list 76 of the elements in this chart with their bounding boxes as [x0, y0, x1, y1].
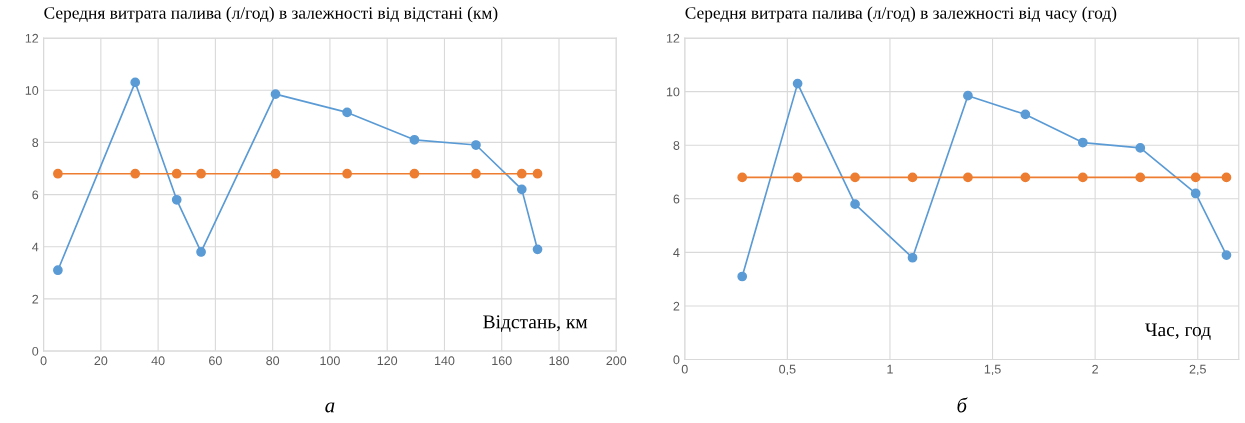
y-tick-label: 2: [32, 294, 39, 304]
x-tick-label: 120: [377, 356, 398, 366]
point: [963, 172, 973, 183]
point: [196, 168, 206, 179]
y-tick-label: 12: [25, 33, 39, 43]
point: [1077, 137, 1088, 148]
point: [171, 194, 182, 205]
point: [532, 244, 543, 255]
y-tick-label: 0: [32, 346, 39, 356]
text: б: [957, 397, 968, 413]
point: [1135, 143, 1146, 153]
point: [196, 247, 206, 257]
x-tick-label: 60: [209, 356, 222, 366]
y-tick-label: 10: [25, 86, 39, 95]
point: [342, 107, 352, 118]
x-tick-label: 140: [434, 356, 455, 366]
point: [130, 168, 141, 179]
point: [471, 168, 481, 179]
x-axis-title: Час, год: [1145, 323, 1211, 340]
chart-title: Середня витрата палива (л/год) в залежності від відстані (км): [44, 6, 498, 23]
y-tick-label: 12: [666, 33, 680, 43]
point: [130, 77, 141, 88]
point: [270, 89, 281, 100]
x-tick-label: 2: [1092, 364, 1098, 374]
point: [737, 172, 748, 183]
x-tick-label: 160: [492, 356, 512, 366]
x-tick-label: 0,5: [779, 364, 796, 376]
point: [907, 172, 918, 183]
y-tick-label: 4: [32, 242, 39, 252]
y-tick-label: 6: [32, 190, 39, 200]
point: [409, 168, 420, 179]
point: [850, 199, 860, 210]
point: [171, 168, 182, 179]
x-tick-label: 2,5: [1189, 364, 1206, 376]
chart-title: Середня витрата палива (л/год) в залежності від часу (год): [685, 6, 1117, 23]
x-tick-label: 180: [549, 356, 569, 366]
point: [1190, 172, 1201, 183]
x-tick-label: 1: [887, 364, 893, 374]
point: [850, 172, 860, 183]
text: а: [325, 402, 335, 413]
point: [792, 78, 803, 89]
point: [516, 168, 527, 179]
point: [516, 184, 527, 195]
x-tick-label: 40: [151, 356, 165, 366]
point: [53, 265, 63, 276]
point: [342, 168, 352, 179]
y-tick-label: 2: [673, 301, 680, 311]
x-tick-label: 80: [266, 356, 280, 366]
point: [1077, 172, 1088, 183]
point: [1190, 188, 1201, 199]
x-tick-label: 0: [681, 364, 688, 374]
x-tick-label: 1,5: [984, 364, 1001, 376]
point: [53, 168, 63, 179]
x-axis-title: Відстань, км: [483, 315, 588, 332]
point: [532, 168, 543, 179]
point: [1020, 172, 1031, 183]
point: [1221, 172, 1232, 183]
point: [1020, 109, 1031, 120]
y-tick-label: 8: [32, 138, 39, 148]
y-tick-label: 10: [666, 87, 680, 97]
point: [963, 90, 973, 101]
point: [907, 252, 918, 263]
point: [1221, 250, 1232, 260]
x-tick-label: 0: [40, 356, 47, 366]
point: [737, 271, 748, 282]
point: [1135, 172, 1146, 183]
point: [409, 134, 420, 145]
point: [270, 168, 281, 179]
y-tick-label: 4: [673, 248, 680, 257]
x-tick-label: 20: [94, 356, 108, 366]
y-tick-label: 6: [673, 194, 680, 204]
x-tick-label: 200: [606, 356, 627, 366]
x-tick-label: 100: [320, 356, 340, 366]
y-tick-label: 8: [673, 141, 680, 150]
point: [471, 140, 481, 150]
point: [792, 172, 803, 183]
